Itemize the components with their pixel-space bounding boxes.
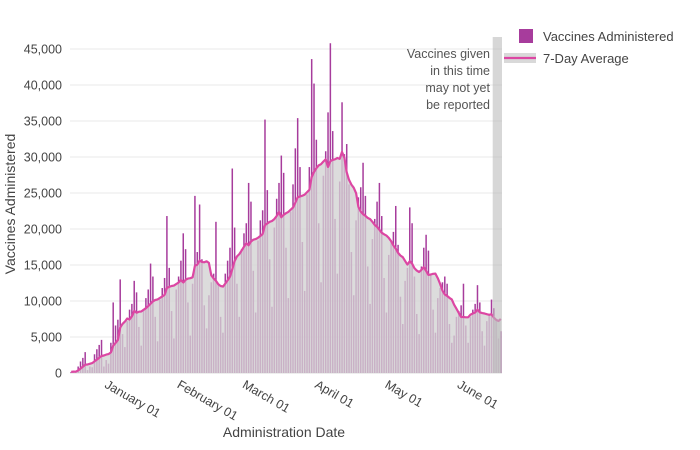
bar-swatch-icon: [519, 29, 533, 43]
annotation-line: may not yet: [425, 81, 490, 95]
annotation-line: in this time: [430, 64, 490, 78]
y-axis-ticks: 0 5,000 10,000 15,000 20,000 25,000 30,000 35,0…: [24, 43, 62, 381]
legend: Vaccines Administered 7-Day Average: [504, 29, 674, 66]
unreported-band: [492, 37, 502, 373]
bar: [84, 352, 86, 373]
y-tick-label: 30,000: [24, 151, 62, 165]
legend-label: 7-Day Average: [543, 51, 629, 66]
y-tick-label: 20,000: [24, 223, 62, 237]
y-tick-label: 45,000: [24, 43, 62, 57]
y-axis-title: Vaccines Administered: [2, 134, 18, 275]
y-tick-label: 5,000: [31, 331, 62, 345]
y-tick-label: 25,000: [24, 187, 62, 201]
annotation-line: be reported: [426, 98, 490, 112]
legend-item-vaccines-administered[interactable]: Vaccines Administered: [519, 29, 674, 44]
y-tick-label: 10,000: [24, 295, 62, 309]
unreported-annotation: Vaccines given in this time may not yet …: [407, 47, 491, 112]
legend-label: Vaccines Administered: [543, 29, 674, 44]
avg-line: [71, 150, 502, 373]
legend-item-7-day-average[interactable]: 7-Day Average: [504, 51, 629, 66]
bar: [70, 371, 72, 373]
bar: [112, 302, 114, 373]
y-tick-label: 15,000: [24, 259, 62, 273]
annotation-line: Vaccines given: [407, 47, 490, 61]
y-tick-label: 40,000: [24, 79, 62, 93]
y-tick-label: 0: [55, 367, 62, 381]
avg-area-fill: [71, 151, 501, 373]
x-axis-title: Administration Date: [223, 424, 345, 440]
y-tick-label: 35,000: [24, 115, 62, 129]
